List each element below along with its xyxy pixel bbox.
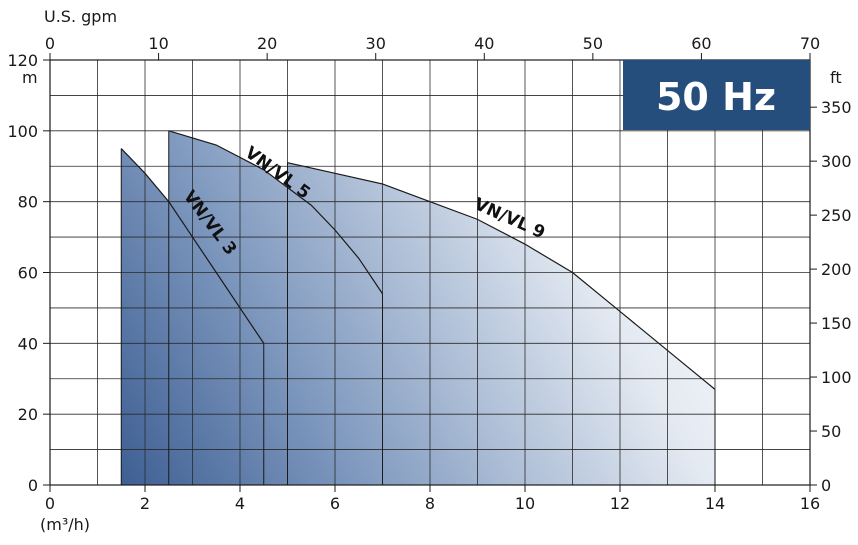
y-primary-tick-label: 20 [18, 405, 38, 424]
y-secondary-tick-label: 150 [821, 314, 852, 333]
curve-area-2 [287, 162, 715, 486]
x-primary-tick-label: 6 [330, 494, 340, 513]
grid-lines [50, 60, 810, 485]
x-primary-tick-label: 2 [140, 494, 150, 513]
x-primary-tick-label: 14 [705, 494, 725, 513]
y-secondary-tick-label: 300 [821, 152, 852, 171]
axis-ticks: 0 2 4 6 8 10 12 14 160 10 20 30 40 50 60 70020406080100… [7, 34, 851, 513]
x-primary-tick-label: 0 [45, 494, 55, 513]
frequency-badge-text: 50 Hz [656, 75, 776, 119]
x-secondary-unit-label: U.S. gpm [44, 7, 117, 26]
y-primary-tick-label: 40 [18, 334, 38, 353]
x-primary-unit-label: (m³/h) [40, 515, 90, 534]
y-secondary-unit-label: ft [830, 68, 842, 87]
y-secondary-tick-label: 250 [821, 206, 852, 225]
x-primary-tick-label: 16 [800, 494, 820, 513]
curve-line-1 [168, 130, 383, 295]
y-primary-tick-label: 0 [28, 476, 38, 495]
y-primary-tick-label: 100 [7, 122, 38, 141]
y-primary-tick-label: 120 [7, 51, 38, 70]
x-secondary-tick-label: 0 [45, 34, 55, 53]
x-primary-tick-label: 4 [235, 494, 245, 513]
y-secondary-tick-label: 200 [821, 260, 852, 279]
curve-lines [120, 130, 716, 485]
y-primary-unit-label: m [22, 68, 38, 87]
x-primary-tick-label: 12 [610, 494, 630, 513]
curve-areas [121, 130, 715, 486]
curve-line-0 [120, 148, 265, 344]
x-primary-tick-label: 8 [425, 494, 435, 513]
x-primary-tick-label: 10 [515, 494, 535, 513]
x-secondary-tick-label: 30 [366, 34, 386, 53]
y-secondary-tick-label: 100 [821, 368, 852, 387]
y-primary-tick-label: 60 [18, 264, 38, 283]
y-primary-tick-label: 80 [18, 193, 38, 212]
y-secondary-tick-label: 0 [821, 476, 831, 495]
x-secondary-tick-label: 20 [257, 34, 277, 53]
frequency-badge: 50 Hz [623, 60, 810, 130]
x-secondary-tick-label: 50 [583, 34, 603, 53]
curve-line-2 [287, 162, 716, 390]
x-secondary-tick-label: 10 [148, 34, 168, 53]
y-secondary-tick-label: 50 [821, 422, 841, 441]
x-secondary-tick-label: 40 [474, 34, 494, 53]
x-secondary-tick-label: 70 [800, 34, 820, 53]
x-secondary-tick-label: 60 [691, 34, 711, 53]
y-secondary-tick-label: 350 [821, 98, 852, 117]
